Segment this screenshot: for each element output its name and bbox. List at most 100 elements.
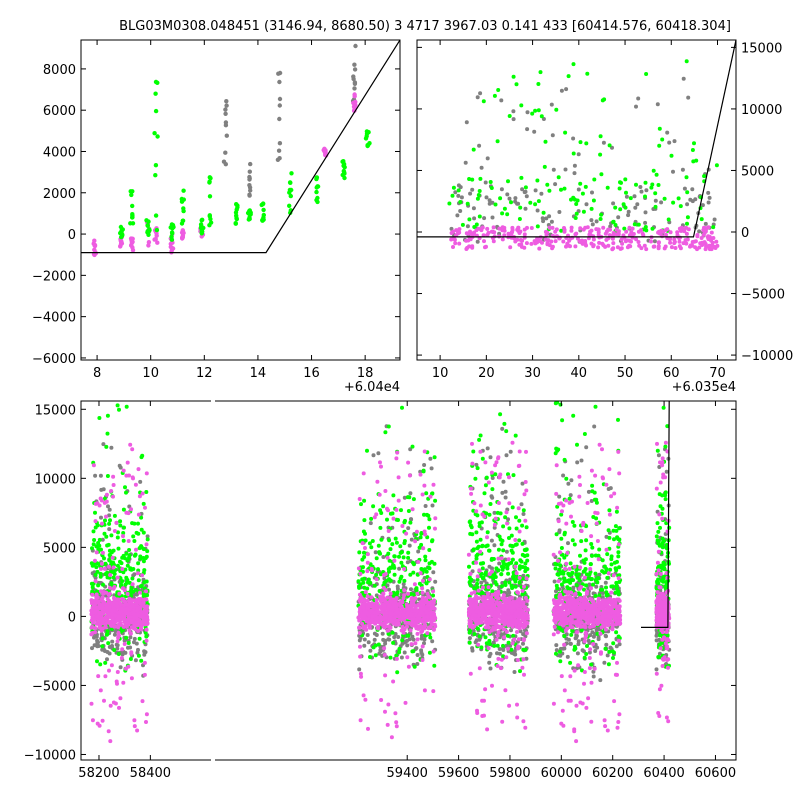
green-point — [493, 202, 498, 207]
green-point — [102, 531, 107, 536]
y-tick-label: 15000 — [741, 41, 782, 56]
green-point — [427, 517, 432, 522]
green-point — [123, 485, 127, 490]
pink-point — [481, 609, 486, 614]
pink-point — [470, 461, 475, 466]
pink-point — [365, 552, 370, 557]
green-point — [94, 544, 99, 549]
green-point — [153, 91, 158, 96]
gray-point — [365, 633, 370, 637]
gray-point — [223, 107, 228, 112]
gray-point — [519, 502, 524, 507]
figure-title: BLG03M0308.048451 (3146.94, 8680.50) 3 4… — [119, 19, 731, 34]
green-point — [503, 515, 508, 520]
pink-point — [130, 598, 135, 603]
gray-point — [563, 167, 568, 172]
pink-point — [453, 241, 458, 246]
green-point — [514, 82, 519, 87]
green-point — [394, 653, 399, 658]
pink-point — [369, 619, 374, 624]
pink-point — [108, 703, 113, 708]
green-point — [427, 561, 432, 566]
pink-point — [144, 621, 149, 626]
pink-point — [152, 237, 157, 242]
green-point — [141, 559, 146, 564]
pink-point — [522, 245, 527, 250]
pink-point — [92, 617, 97, 622]
green-point — [487, 548, 491, 553]
green-point — [656, 183, 661, 187]
pink-point — [523, 480, 528, 484]
green-point — [137, 636, 142, 641]
pink-point — [130, 603, 135, 608]
pink-point — [624, 229, 629, 234]
pink-point — [502, 228, 507, 233]
green-point — [517, 538, 522, 543]
pink-point — [361, 693, 366, 698]
gray-point — [362, 643, 367, 648]
green-point — [510, 557, 515, 562]
pink-point — [636, 229, 641, 234]
pink-point — [99, 566, 103, 571]
pink-point — [102, 566, 107, 571]
green-point — [477, 437, 482, 442]
gray-point — [372, 631, 377, 636]
pink-point — [488, 619, 493, 624]
green-point — [536, 82, 541, 86]
green-point — [485, 530, 490, 535]
pink-point — [406, 460, 411, 465]
pink-point — [483, 245, 487, 250]
pink-point — [405, 655, 410, 660]
green-point — [314, 189, 319, 195]
gray-point — [470, 648, 475, 653]
pink-point — [107, 591, 112, 596]
pink-point — [382, 646, 387, 651]
gray-point — [132, 636, 137, 641]
gray-point — [495, 651, 499, 656]
green-point — [498, 412, 503, 417]
gray-point — [521, 641, 525, 646]
green-point — [112, 648, 117, 652]
green-point — [411, 497, 416, 502]
green-point — [475, 581, 480, 586]
green-point — [480, 576, 485, 581]
green-point — [143, 630, 148, 635]
gray-point — [368, 648, 373, 653]
gray-point — [533, 188, 538, 193]
pink-point — [486, 230, 491, 235]
pink-point — [113, 613, 118, 618]
gray-point — [559, 88, 564, 93]
gray-point — [118, 465, 123, 470]
green-point — [397, 579, 402, 584]
pink-point — [492, 230, 497, 235]
gray-point — [712, 217, 717, 222]
pink-point — [415, 591, 420, 596]
panel-frame — [80, 39, 401, 361]
gray-point — [376, 451, 381, 456]
green-point — [521, 508, 526, 513]
pink-point — [372, 515, 377, 520]
gray-point — [571, 136, 576, 141]
pink-point — [89, 632, 94, 637]
pink-point — [496, 456, 500, 461]
green-point — [660, 137, 665, 142]
green-point — [155, 134, 160, 139]
green-point — [374, 556, 379, 561]
pink-point — [596, 227, 601, 232]
green-point — [591, 198, 596, 203]
gray-point — [377, 651, 382, 656]
gray-point — [634, 104, 638, 109]
pink-point — [421, 546, 426, 551]
green-point — [477, 634, 482, 639]
gray-point — [95, 641, 100, 645]
pink-point — [489, 628, 494, 633]
green-point — [93, 572, 98, 577]
pink-point — [484, 599, 489, 604]
gray-point — [101, 442, 106, 447]
pink-point — [500, 719, 505, 724]
gray-point — [525, 127, 530, 132]
gray-point — [553, 182, 558, 187]
gray-point — [624, 194, 629, 199]
pink-point — [683, 238, 688, 243]
green-point — [142, 568, 147, 573]
